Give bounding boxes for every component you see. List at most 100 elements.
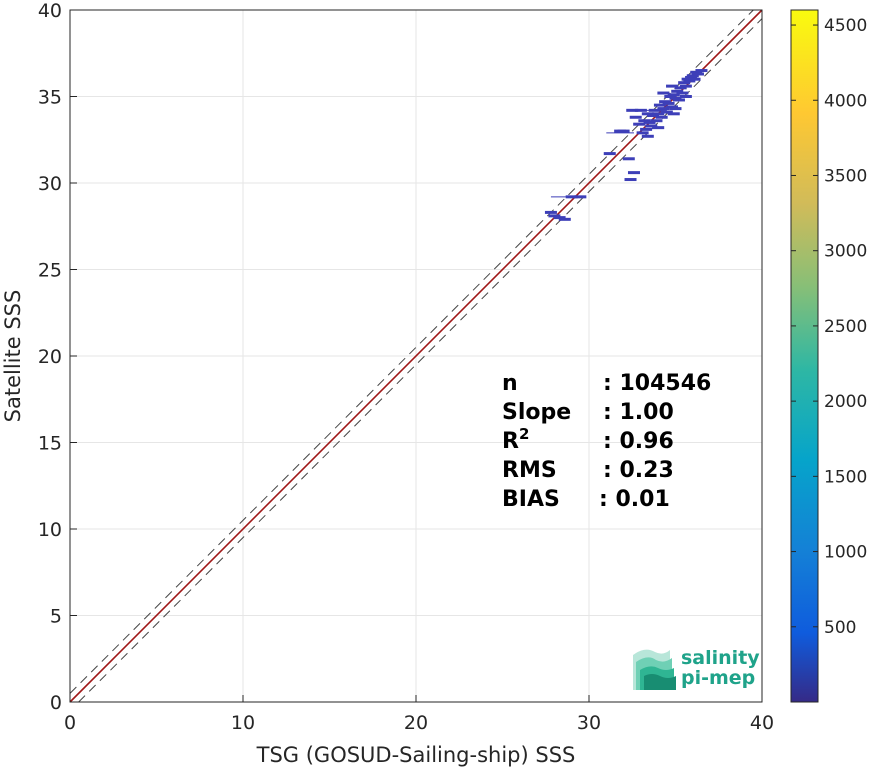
data-point	[659, 100, 672, 104]
data-point	[647, 114, 660, 118]
statistics-panel: n : 104546 Slope : 1.00 R2 : 0.96 RMS : 0.23 BIA…	[502, 371, 711, 512]
colorbar-tick-label: 4000	[824, 91, 867, 111]
stat-key: RMS	[502, 458, 557, 483]
data-points	[544, 69, 708, 221]
colorbar	[790, 9, 819, 703]
stat-value: : 1.00	[603, 400, 674, 425]
y-tick-label: 40	[38, 0, 62, 22]
data-point	[667, 112, 680, 116]
data-point	[671, 89, 684, 93]
colorbar-tick-label: 4500	[824, 16, 867, 36]
data-point	[574, 195, 587, 199]
data-point	[650, 119, 663, 123]
data-point	[638, 119, 651, 123]
colorbar-tick-label: 1500	[824, 467, 867, 487]
y-tick-label: 30	[38, 173, 62, 195]
data-point	[603, 152, 616, 156]
data-point	[672, 98, 685, 102]
data-point	[558, 217, 571, 221]
stat-value: : 0.23	[603, 458, 674, 483]
data-point	[617, 129, 630, 133]
y-axis-title: Satellite SSS	[1, 290, 25, 423]
data-point	[636, 131, 649, 135]
y-tick-label: 25	[38, 260, 62, 282]
data-point	[674, 86, 687, 90]
logo-line1: salinity	[681, 647, 760, 669]
stat-value: : 104546	[603, 371, 711, 396]
data-point	[657, 91, 670, 95]
data-point	[641, 134, 654, 138]
colorbar-tick-label: 3000	[824, 242, 867, 262]
data-point	[622, 157, 635, 161]
data-point	[679, 84, 692, 88]
data-point	[679, 95, 692, 98]
data-point	[683, 79, 696, 83]
stat-value: : 0.96	[603, 429, 674, 454]
data-point	[657, 107, 670, 111]
data-point	[681, 77, 694, 81]
data-point	[667, 93, 680, 97]
y-tick-label: 5	[50, 606, 62, 628]
data-point	[691, 72, 704, 76]
data-point	[640, 127, 653, 131]
x-tick-label: 40	[750, 712, 774, 734]
data-point	[695, 69, 708, 73]
y-tick-label: 10	[38, 519, 62, 541]
data-point	[544, 210, 557, 214]
logo-line2: pi-mep	[681, 667, 755, 689]
data-point	[690, 70, 703, 74]
colorbar-tick-label: 2500	[824, 317, 867, 337]
x-tick-label: 30	[577, 712, 601, 734]
salinity-pimep-logo: salinity pi-mep	[633, 647, 760, 690]
x-tick-label: 20	[404, 712, 428, 734]
data-point	[676, 91, 689, 95]
data-point	[627, 171, 640, 175]
data-point	[641, 112, 654, 116]
x-axis-ticks: 0 10 20 30 40	[64, 695, 774, 734]
data-point	[664, 95, 677, 98]
data-point	[652, 112, 665, 116]
data-point	[660, 110, 673, 114]
data-point	[643, 120, 656, 124]
x-axis-title: TSG (GOSUD-Sailing-ship) SSS	[256, 743, 576, 767]
data-point	[666, 84, 679, 88]
data-point	[624, 178, 637, 182]
x-tick-label: 0	[64, 712, 76, 734]
data-point	[645, 124, 658, 128]
data-point	[669, 107, 682, 111]
stat-value: : 0.01	[599, 487, 670, 512]
data-point	[633, 122, 646, 126]
data-point	[688, 77, 701, 81]
y-tick-label: 0	[50, 692, 62, 714]
stat-key: n	[502, 371, 518, 396]
data-point	[685, 75, 698, 79]
colorbar-tick-label: 2000	[824, 392, 867, 412]
data-point	[669, 96, 682, 100]
y-tick-label: 20	[38, 346, 62, 368]
y-tick-label: 35	[38, 87, 62, 109]
data-point	[655, 115, 668, 119]
data-point	[629, 115, 642, 119]
data-point	[686, 74, 699, 78]
y-tick-label: 15	[38, 433, 62, 455]
x-tick-label: 10	[231, 712, 255, 734]
colorbar-tick-label: 1000	[824, 543, 867, 563]
data-point	[653, 103, 666, 107]
data-point	[652, 126, 665, 130]
upper-reference-line	[69, 9, 754, 694]
lower-reference-line	[78, 18, 763, 703]
stat-key: R2	[502, 425, 529, 454]
colorbar-tick-label: 500	[824, 618, 856, 638]
y-axis-ticks: 0 5 10 15 20 25 30 35 40	[38, 0, 77, 714]
data-point	[666, 105, 679, 109]
colorbar-ticks: 500 1000 1500 2000 2500 3000 3500 4000 4500	[791, 16, 867, 638]
data-point	[678, 81, 691, 85]
data-point	[553, 216, 566, 220]
colorbar-tick-label: 3500	[824, 166, 867, 186]
stat-key: BIAS	[502, 487, 560, 512]
data-point	[662, 101, 675, 105]
wave-logo-icon	[633, 649, 676, 690]
data-point	[548, 214, 561, 218]
stat-key: Slope	[502, 400, 571, 425]
